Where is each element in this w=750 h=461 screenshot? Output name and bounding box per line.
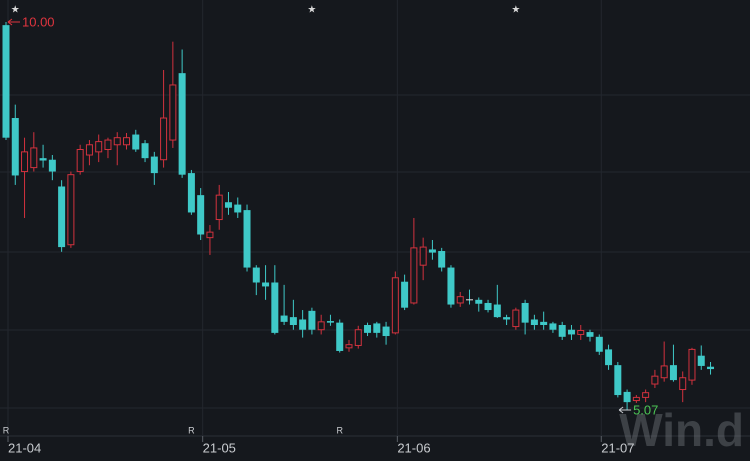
candle-body bbox=[401, 281, 409, 308]
candle-body bbox=[95, 141, 103, 153]
candle-body bbox=[707, 366, 715, 370]
candle-body bbox=[178, 73, 186, 175]
candle-body bbox=[85, 144, 93, 156]
event-marker: R bbox=[188, 425, 195, 435]
min-label: 5.07 bbox=[633, 402, 658, 417]
candle-body bbox=[169, 84, 177, 141]
grid bbox=[0, 94, 750, 437]
event-marker: ★ bbox=[307, 5, 316, 16]
candle-body bbox=[206, 231, 214, 239]
candle-body bbox=[243, 210, 251, 268]
candle-body bbox=[345, 344, 353, 349]
candle-body bbox=[688, 348, 696, 381]
candles bbox=[2, 22, 715, 410]
candle-body bbox=[577, 330, 585, 335]
x-tick-label: 21-06 bbox=[397, 440, 430, 455]
candle-body bbox=[58, 186, 66, 248]
candle-body bbox=[299, 319, 307, 330]
max-label: 10.00 bbox=[22, 14, 55, 29]
candle-body bbox=[21, 151, 29, 173]
candle-body bbox=[234, 204, 242, 213]
x-tick-label: 21-07 bbox=[601, 440, 634, 455]
candle-body bbox=[354, 329, 362, 346]
candle-body bbox=[512, 309, 520, 328]
candle-body bbox=[521, 302, 529, 323]
candle-body bbox=[660, 365, 668, 379]
candle-body bbox=[586, 332, 594, 337]
candle-body bbox=[197, 195, 205, 235]
candle-body bbox=[642, 392, 650, 398]
candle-body bbox=[11, 118, 19, 176]
candle-body bbox=[113, 137, 121, 146]
candle-body bbox=[262, 282, 270, 287]
candle-body bbox=[493, 304, 501, 318]
candle-body bbox=[141, 143, 149, 159]
candle-body bbox=[317, 321, 325, 331]
candle-body bbox=[76, 148, 84, 173]
candle-body bbox=[373, 323, 381, 333]
candle-body bbox=[308, 310, 316, 330]
candle-body bbox=[438, 251, 446, 268]
candle-body bbox=[558, 325, 566, 337]
candle-body bbox=[326, 321, 334, 323]
min-arrow bbox=[618, 406, 624, 414]
candle-body bbox=[160, 117, 168, 161]
event-marker: R bbox=[3, 425, 10, 435]
max-arrow bbox=[7, 18, 13, 26]
candle-body bbox=[39, 158, 47, 161]
candle-body bbox=[391, 277, 399, 334]
candle-body bbox=[669, 365, 677, 381]
x-tick-label: 21-04 bbox=[8, 440, 41, 455]
candle-body bbox=[224, 202, 232, 208]
candle-body bbox=[697, 355, 705, 366]
candle-body bbox=[336, 322, 344, 351]
candle-body bbox=[2, 25, 10, 138]
candle-body bbox=[484, 302, 492, 311]
candle-body bbox=[503, 317, 511, 320]
candle-body bbox=[123, 137, 131, 146]
candle-body bbox=[614, 365, 622, 396]
candle-body bbox=[605, 349, 613, 366]
candle-body bbox=[410, 247, 418, 304]
candle-body bbox=[252, 267, 260, 283]
candle-body bbox=[679, 377, 687, 391]
candle-body bbox=[428, 249, 436, 253]
candle-body bbox=[632, 396, 640, 402]
event-marker: ★ bbox=[511, 5, 520, 16]
candle-body bbox=[364, 325, 372, 333]
candle-body bbox=[623, 391, 631, 403]
candle-body bbox=[215, 194, 223, 221]
candle-body bbox=[187, 173, 195, 213]
candle-body bbox=[30, 147, 38, 169]
candle-body bbox=[150, 156, 158, 174]
candle-body bbox=[456, 296, 464, 304]
candle-body bbox=[549, 323, 557, 330]
candle-body bbox=[289, 317, 297, 326]
candle-body bbox=[382, 326, 390, 337]
event-marker: R bbox=[336, 425, 343, 435]
candle-body bbox=[271, 282, 279, 333]
candle-body bbox=[419, 246, 427, 266]
candle-body bbox=[475, 299, 483, 304]
candle-body bbox=[651, 375, 659, 385]
candle-body bbox=[132, 134, 140, 150]
candle-body bbox=[540, 321, 548, 326]
candle-body bbox=[48, 159, 56, 172]
candle-body bbox=[567, 329, 575, 335]
candle-body bbox=[67, 174, 75, 246]
watermark: Win.d bbox=[619, 404, 744, 456]
candle-body bbox=[104, 139, 112, 150]
candle-body bbox=[530, 319, 538, 326]
x-tick-label: 21-05 bbox=[203, 440, 236, 455]
candle-body bbox=[280, 315, 288, 322]
candle-body bbox=[447, 267, 455, 305]
event-marker: ★ bbox=[11, 5, 20, 16]
candle-body bbox=[595, 336, 603, 352]
